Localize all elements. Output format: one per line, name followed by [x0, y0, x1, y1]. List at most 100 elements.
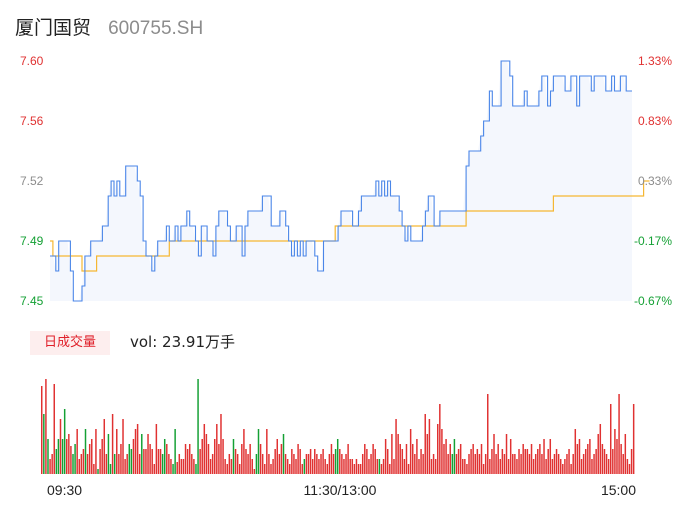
- volume-bar: [201, 439, 203, 474]
- volume-bar: [53, 384, 55, 474]
- volume-bar: [480, 444, 483, 474]
- volume-bar: [401, 449, 404, 474]
- volume-bar: [47, 439, 49, 474]
- volume-bar: [232, 439, 235, 474]
- volume-bar: [293, 454, 295, 474]
- volume-bar: [305, 454, 308, 474]
- percent-tick-label: -0.17%: [634, 234, 672, 248]
- volume-bar: [418, 459, 420, 474]
- volume-bar: [593, 454, 595, 474]
- volume-bar: [472, 444, 474, 474]
- volume-bar: [203, 424, 206, 474]
- volume-bar: [226, 464, 228, 474]
- volume-bar: [301, 464, 304, 474]
- volume-bar: [489, 459, 491, 474]
- volume-bar: [497, 444, 499, 474]
- time-tick-label: 15:00: [601, 482, 636, 498]
- volume-bar: [120, 444, 122, 474]
- volume-bar: [605, 454, 608, 474]
- volume-tab[interactable]: 日成交量: [30, 331, 110, 355]
- volume-bar: [345, 454, 347, 474]
- volume-bar: [251, 459, 253, 474]
- volume-bar: [624, 434, 627, 474]
- volume-bar: [314, 449, 316, 474]
- volume-bar: [186, 449, 189, 474]
- volume-bar: [630, 449, 633, 474]
- volume-bar: [405, 444, 408, 474]
- volume-bar: [618, 394, 620, 474]
- volume-bar: [236, 454, 239, 474]
- volume-bar: [255, 454, 258, 474]
- volume-bar: [205, 434, 208, 474]
- volume-bar: [603, 449, 606, 474]
- volume-bar: [541, 454, 543, 474]
- volume-bar: [130, 449, 133, 474]
- percent-tick-label: -0.67%: [634, 294, 672, 308]
- volume-bar: [249, 444, 251, 474]
- volume-bar: [587, 444, 589, 474]
- volume-bar: [422, 454, 424, 474]
- volume-bar: [501, 449, 504, 474]
- volume-bar: [76, 429, 78, 474]
- volume-bar: [411, 444, 414, 474]
- volume-bar: [59, 419, 62, 474]
- volume-bar: [601, 444, 604, 474]
- volume-bar: [551, 459, 554, 474]
- volume-bar: [455, 454, 458, 474]
- volume-bar: [72, 454, 74, 474]
- volume-bar: [326, 464, 329, 474]
- volume-bar: [111, 414, 114, 474]
- volume-bar: [428, 419, 431, 474]
- volume-bar: [574, 429, 577, 474]
- volume-bar: [397, 434, 399, 474]
- volume-bar: [632, 404, 635, 474]
- volume-bar: [197, 379, 199, 474]
- volume-bar: [514, 454, 516, 474]
- volume-bar: [228, 454, 231, 474]
- volume-bar: [161, 454, 164, 474]
- volume-bar: [562, 464, 564, 474]
- volume-bar: [268, 454, 270, 474]
- volume-bar: [364, 444, 366, 474]
- volume-bar: [153, 464, 156, 474]
- volume-bar: [420, 449, 422, 474]
- volume-bar: [270, 464, 272, 474]
- volume-bar: [82, 449, 85, 474]
- volume-bar: [264, 464, 266, 474]
- volume-bar: [476, 449, 479, 474]
- volume-bar: [193, 459, 195, 474]
- price-tick-label: 7.56: [20, 114, 44, 128]
- volume-bar: [597, 434, 599, 474]
- volume-bar: [403, 459, 406, 474]
- price-tick-label: 7.49: [20, 234, 44, 248]
- volume-bar: [109, 464, 112, 474]
- volume-bar: [149, 444, 151, 474]
- volume-bar: [393, 459, 395, 474]
- volume-bar: [626, 459, 629, 474]
- volume-bar: [297, 444, 299, 474]
- volume-readout: vol: 23.91万手: [130, 333, 235, 351]
- volume-bar: [366, 449, 368, 474]
- volume-bar: [172, 464, 174, 474]
- volume-bar: [437, 424, 439, 474]
- volume-bar: [66, 439, 68, 474]
- volume-bar: [113, 454, 116, 474]
- volume-bar: [620, 444, 622, 474]
- volume-bar: [188, 444, 191, 474]
- volume-bar: [495, 454, 497, 474]
- volume-bar: [286, 459, 289, 474]
- volume-bar: [614, 429, 616, 474]
- volume-bar: [78, 459, 80, 474]
- volume-bar: [628, 464, 631, 474]
- volume-bar: [545, 459, 547, 474]
- volume-bar: [505, 434, 508, 474]
- volume-bar: [441, 429, 443, 474]
- volume-bar: [359, 464, 362, 474]
- volume-bar: [537, 449, 539, 474]
- volume-bar: [224, 459, 226, 474]
- volume-bar: [289, 464, 291, 474]
- volume-bar: [368, 459, 370, 474]
- volume-bar: [199, 449, 201, 474]
- volume-bar: [309, 449, 312, 474]
- volume-bar: [349, 459, 351, 474]
